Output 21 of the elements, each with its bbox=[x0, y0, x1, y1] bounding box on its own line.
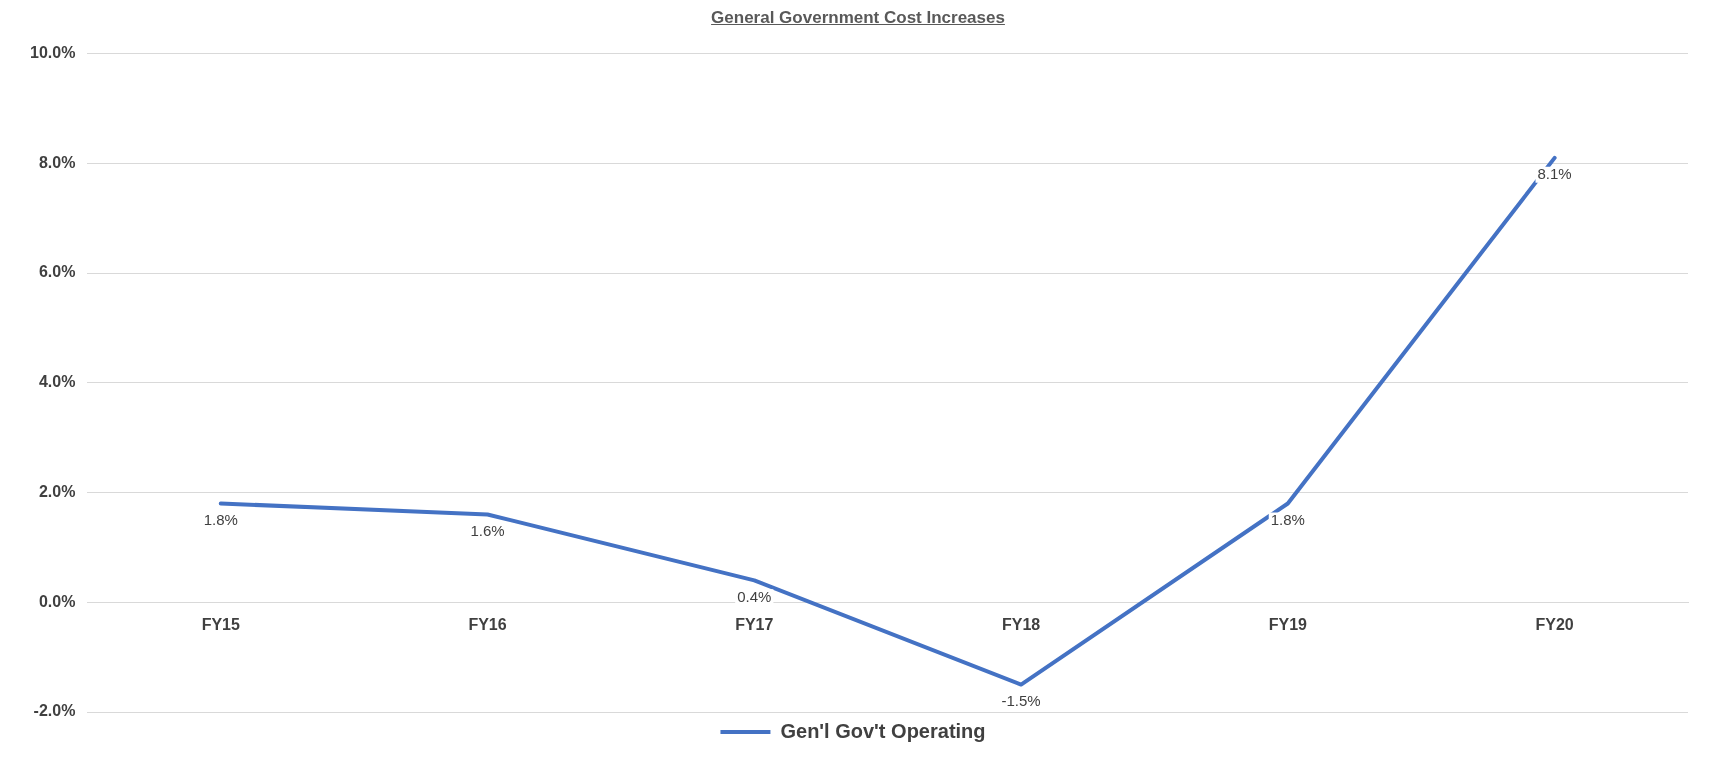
x-tick-label: FY19 bbox=[1268, 616, 1308, 634]
y-tick-label: 6.0% bbox=[38, 263, 76, 281]
data-label: 1.8% bbox=[203, 511, 238, 529]
data-label: 0.4% bbox=[737, 587, 772, 605]
y-tick-label: -2.0% bbox=[33, 702, 76, 720]
y-tick-label: 8.0% bbox=[38, 153, 76, 171]
y-tick-label: 10.0% bbox=[29, 44, 76, 62]
y-tick-label: 4.0% bbox=[38, 373, 76, 391]
data-label: 8.1% bbox=[1537, 165, 1572, 183]
x-tick-label: FY18 bbox=[1001, 616, 1041, 634]
x-tick-label: FY15 bbox=[201, 616, 240, 634]
x-tick-label: FY20 bbox=[1535, 616, 1574, 634]
chart-title: General Government Cost Increases bbox=[710, 8, 1006, 28]
legend-label: Gen'l Gov't Operating bbox=[780, 719, 986, 742]
x-tick-label: FY17 bbox=[735, 616, 774, 634]
data-label: 1.8% bbox=[1270, 511, 1305, 529]
y-tick-label: 2.0% bbox=[38, 482, 76, 500]
y-tick-label: 0.0% bbox=[38, 592, 76, 610]
data-label: -1.5% bbox=[1001, 692, 1041, 710]
data-label: 1.6% bbox=[470, 522, 505, 540]
x-tick-label: FY16 bbox=[468, 616, 507, 634]
